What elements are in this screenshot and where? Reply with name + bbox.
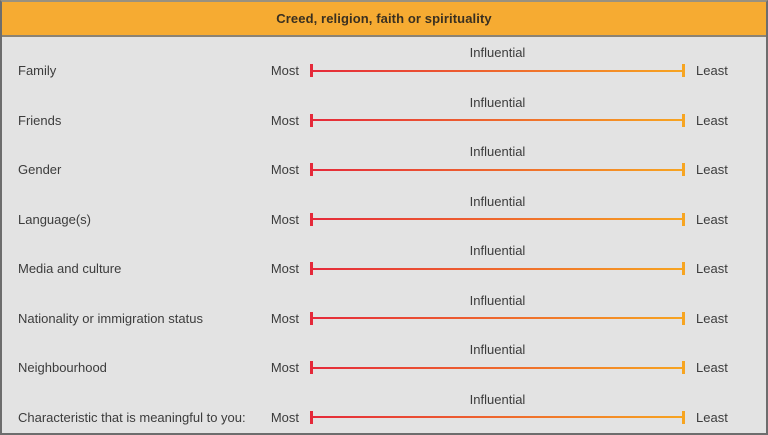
influence-row-nationality: Influential Nationality or immigration s…: [2, 285, 766, 335]
least-label: Least: [696, 360, 728, 376]
influential-label: Influential: [469, 243, 526, 259]
most-label: Most: [270, 162, 299, 178]
influence-slider[interactable]: [310, 113, 685, 127]
most-label: Most: [270, 63, 299, 79]
slider-right-tick: [682, 212, 685, 226]
slider-track: [311, 218, 684, 221]
slider-track: [311, 416, 684, 419]
slider-right-tick: [682, 410, 685, 424]
influence-row-friends: Influential Friends Most Least: [2, 87, 766, 137]
influential-label: Influential: [469, 193, 526, 209]
row-label: Characteristic that is meaningful to you…: [18, 409, 246, 425]
row-label: Media and culture: [18, 261, 122, 277]
row-label: Nationality or immigration status: [18, 310, 203, 326]
influence-row-media-and-culture: Influential Media and culture Most Least: [2, 235, 766, 285]
influential-label: Influential: [469, 45, 526, 61]
influence-slider[interactable]: [310, 212, 685, 226]
least-label: Least: [696, 261, 728, 277]
influence-slider[interactable]: [310, 410, 685, 424]
least-label: Least: [696, 211, 728, 227]
row-label: Gender: [18, 162, 62, 178]
influential-label: Influential: [469, 342, 526, 358]
influence-slider[interactable]: [310, 262, 685, 276]
row-label: Friends: [18, 112, 62, 128]
influence-row-gender: Influential Gender Most Least: [2, 136, 766, 186]
slider-right-tick: [682, 64, 685, 78]
least-label: Least: [696, 112, 728, 128]
slider-right-tick: [682, 163, 685, 177]
slider-track: [311, 267, 684, 270]
slider-right-tick: [682, 262, 685, 276]
influential-label: Influential: [469, 144, 526, 160]
slider-right-tick: [682, 113, 685, 127]
least-label: Least: [696, 310, 728, 326]
influence-row-neighbourhood: Influential Neighbourhood Most Least: [2, 334, 766, 384]
slider-track: [311, 119, 684, 122]
slider-right-tick: [682, 361, 685, 375]
influence-row-languages: Influential Language(s) Most Least: [2, 186, 766, 236]
most-label: Most: [270, 310, 299, 326]
most-label: Most: [270, 409, 299, 425]
influential-label: Influential: [469, 94, 526, 110]
influence-row-meaningful-characteristic: Influential Characteristic that is meani…: [2, 384, 766, 434]
panel-header: Creed, religion, faith or spirituality: [2, 2, 766, 37]
influential-label: Influential: [469, 292, 526, 308]
most-label: Most: [270, 211, 299, 227]
influence-slider[interactable]: [310, 163, 685, 177]
row-label: Family: [18, 63, 57, 79]
most-label: Most: [270, 360, 299, 376]
least-label: Least: [696, 162, 728, 178]
influence-slider[interactable]: [310, 311, 685, 325]
least-label: Least: [696, 409, 728, 425]
most-label: Most: [270, 112, 299, 128]
row-label: Language(s): [18, 211, 91, 227]
most-label: Most: [270, 261, 299, 277]
influence-slider[interactable]: [310, 361, 685, 375]
influence-row-family: Influential Family Most Least: [2, 37, 766, 87]
slider-track: [311, 168, 684, 171]
influential-label: Influential: [469, 391, 526, 407]
influence-rows: Influential Family Most Least Influentia…: [2, 37, 766, 433]
slider-track: [311, 366, 684, 369]
slider-track: [311, 317, 684, 320]
page-title: Creed, religion, faith or spirituality: [276, 11, 492, 26]
slider-right-tick: [682, 311, 685, 325]
slider-track: [311, 69, 684, 72]
influence-slider[interactable]: [310, 64, 685, 78]
least-label: Least: [696, 63, 728, 79]
row-label: Neighbourhood: [18, 360, 107, 376]
